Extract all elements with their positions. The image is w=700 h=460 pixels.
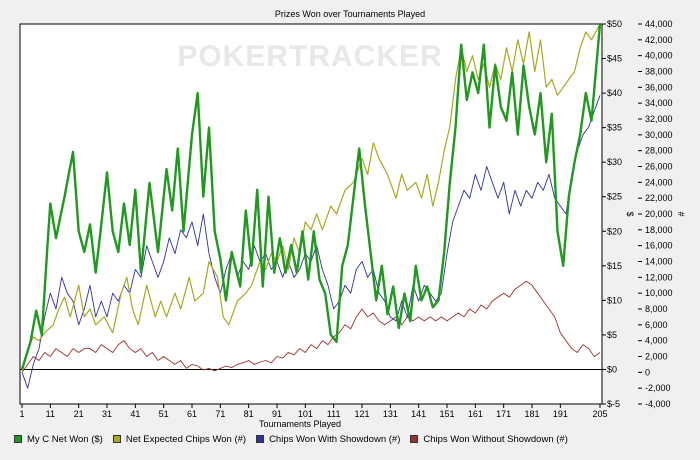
legend-label: Net Expected Chips Won (#) bbox=[125, 433, 247, 445]
y-right-tick-label: 28,000 bbox=[645, 146, 673, 156]
y-right-tick-label: 14,000 bbox=[645, 257, 673, 267]
y-right-tick-label: 38,000 bbox=[645, 67, 673, 77]
y-right-tick-label: 16,000 bbox=[645, 241, 673, 251]
x-tick-label: 11 bbox=[46, 409, 55, 419]
y-right-tick-label: 12,000 bbox=[645, 272, 673, 282]
chart-title: Prizes Won over Tournaments Played bbox=[275, 9, 425, 19]
x-tick-label: 91 bbox=[272, 409, 282, 419]
x-tick-label: 171 bbox=[496, 409, 511, 419]
y-right-tick-label: 34,000 bbox=[645, 98, 673, 108]
y-right-tick-label: 10,000 bbox=[645, 288, 673, 298]
y-left-tick-label: $50 bbox=[607, 19, 622, 29]
y-axis-label-left: $ bbox=[625, 211, 635, 216]
y-right-tick-label: 40,000 bbox=[645, 51, 673, 61]
y-left-tick-label: $45 bbox=[607, 54, 622, 64]
y-left-tick-label: $20 bbox=[607, 226, 622, 236]
series-layer bbox=[20, 23, 602, 389]
legend-item-net-expected: Net Expected Chips Won (#) bbox=[112, 433, 247, 445]
y-right-tick-label: 32,000 bbox=[645, 114, 673, 124]
legend-swatch bbox=[14, 435, 22, 443]
x-tick-label: 71 bbox=[215, 409, 225, 419]
x-tick-label: 61 bbox=[187, 409, 197, 419]
x-tick-label: 191 bbox=[553, 409, 568, 419]
watermark: POKERTRACKER bbox=[177, 40, 442, 73]
legend-label: Chips Won With Showdown (#) bbox=[269, 433, 401, 445]
y-left-tick-label: $25 bbox=[607, 192, 622, 202]
series-line-0 bbox=[20, 23, 602, 370]
y-right-tick-label: 8,000 bbox=[645, 304, 668, 314]
y-right-tick-label: 42,000 bbox=[645, 35, 673, 45]
y-right-tick-label: -4,000 bbox=[645, 399, 671, 409]
legend-item-chips-with-showdown: Chips Won With Showdown (#) bbox=[256, 434, 400, 445]
y-right-tick-label: 22,000 bbox=[645, 193, 673, 203]
series-line-3 bbox=[21, 280, 601, 373]
y-left-tick-label: $-5 bbox=[607, 399, 620, 409]
x-axis: 1 11 21 31 41 51 61 71 81 91 101 111 121 131 141 151 161… bbox=[19, 404, 608, 419]
x-tick-label: 205 bbox=[592, 409, 607, 419]
legend: My C Net Won ($) Net Expected Chips Won … bbox=[14, 430, 568, 448]
y-axis-right: 44,000 42,000 40,000 38,000 36,000 34,000 32,0… bbox=[638, 19, 673, 409]
legend-item-my-c-net-won: My C Net Won ($) bbox=[14, 434, 103, 445]
x-tick-label: 101 bbox=[298, 409, 313, 419]
y-left-tick-label: $15 bbox=[607, 261, 622, 271]
legend-label: My C Net Won ($) bbox=[27, 433, 103, 445]
y-left-tick-label: $0 bbox=[607, 364, 617, 374]
y-left-tick-label: $5 bbox=[607, 330, 617, 340]
x-tick-label: 161 bbox=[468, 409, 483, 419]
legend-label: Chips Won Without Showdown (#) bbox=[423, 433, 568, 445]
y-right-tick-label: -2,000 bbox=[645, 383, 671, 393]
y-right-tick-label: 44,000 bbox=[645, 19, 673, 29]
y-right-tick-label: 36,000 bbox=[645, 82, 673, 92]
plot-area bbox=[19, 23, 603, 405]
x-tick-label: 81 bbox=[244, 409, 254, 419]
y-right-tick-label: 4,000 bbox=[645, 336, 668, 346]
legend-swatch bbox=[410, 435, 419, 443]
legend-item-chips-without-showdown: Chips Won Without Showdown (#) bbox=[410, 434, 568, 445]
y-right-tick-label: 2,000 bbox=[645, 352, 668, 362]
x-tick-label: 21 bbox=[74, 409, 84, 419]
x-tick-label: 131 bbox=[383, 409, 398, 419]
legend-swatch bbox=[112, 435, 121, 443]
x-axis-label: Tournaments Played bbox=[259, 419, 341, 429]
y-right-tick-label: 0 bbox=[645, 367, 650, 377]
x-tick-label: 41 bbox=[130, 409, 140, 419]
y-axis-label-right: # bbox=[676, 211, 686, 216]
x-tick-label: 141 bbox=[411, 409, 426, 419]
x-tick-label: 151 bbox=[439, 409, 454, 419]
x-tick-label: 111 bbox=[327, 409, 341, 419]
legend-swatch bbox=[256, 435, 265, 443]
y-right-tick-label: 30,000 bbox=[645, 130, 673, 140]
x-tick-label: 51 bbox=[159, 409, 169, 419]
y-right-tick-label: 24,000 bbox=[645, 177, 673, 187]
y-right-tick-label: 18,000 bbox=[645, 225, 673, 235]
x-tick-label: 181 bbox=[524, 409, 539, 419]
x-tick-label: 1 bbox=[19, 409, 24, 419]
series-line-1 bbox=[21, 23, 601, 373]
y-left-tick-label: $35 bbox=[607, 123, 622, 133]
y-right-tick-label: 20,000 bbox=[645, 209, 673, 219]
y-right-tick-label: 6,000 bbox=[645, 320, 668, 330]
y-left-tick-label: $30 bbox=[607, 157, 622, 167]
y-left-tick-label: $10 bbox=[607, 295, 622, 305]
y-axis-left: $50 $45 $40 $35 $30 $25 $20 $15 $10 $5 $0 $-5 bbox=[602, 19, 622, 409]
x-tick-label: 121 bbox=[354, 409, 369, 419]
x-tick-label: 31 bbox=[102, 409, 112, 419]
y-right-tick-label: 26,000 bbox=[645, 162, 673, 172]
y-left-tick-label: $40 bbox=[607, 88, 622, 98]
